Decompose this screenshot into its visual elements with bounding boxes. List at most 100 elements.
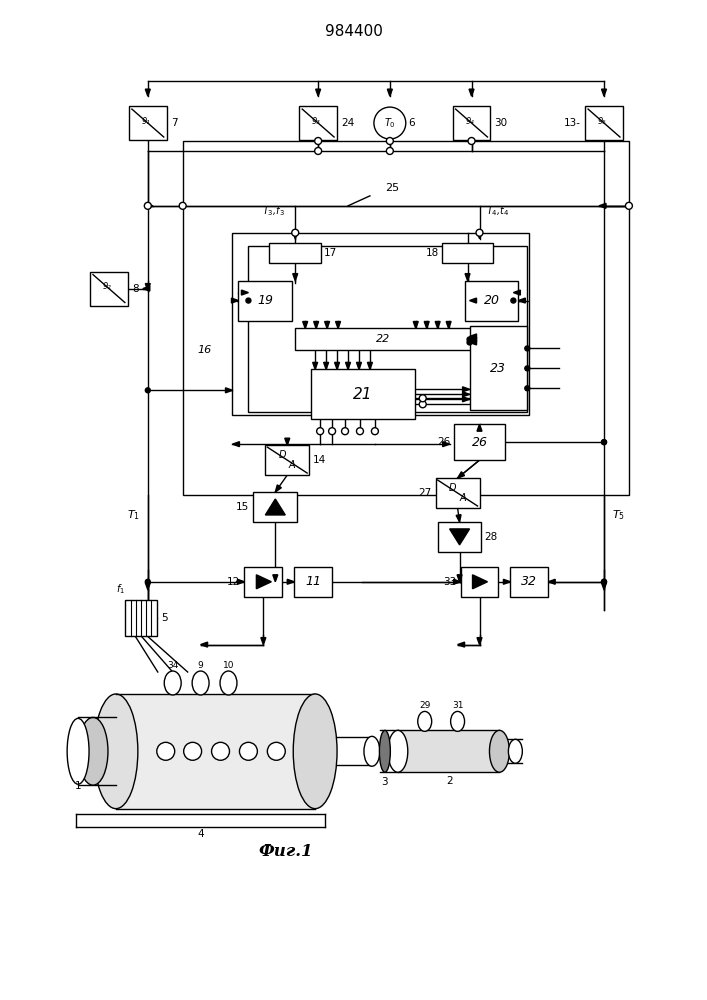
Circle shape — [211, 742, 230, 760]
Polygon shape — [477, 638, 482, 645]
Ellipse shape — [418, 711, 432, 731]
Text: 6: 6 — [408, 118, 414, 128]
Bar — [182, 141, 629, 206]
Polygon shape — [462, 392, 469, 397]
Circle shape — [525, 346, 530, 351]
Circle shape — [240, 742, 257, 760]
Circle shape — [419, 401, 426, 408]
Bar — [182, 206, 629, 495]
Polygon shape — [456, 515, 461, 522]
Circle shape — [467, 340, 472, 345]
Polygon shape — [287, 579, 294, 584]
Polygon shape — [602, 89, 607, 96]
Ellipse shape — [364, 736, 380, 766]
Polygon shape — [469, 334, 477, 339]
Text: $T_4$,$t_4$: $T_4$,$t_4$ — [486, 204, 510, 218]
Ellipse shape — [220, 671, 237, 695]
Polygon shape — [238, 579, 245, 584]
Polygon shape — [513, 290, 520, 295]
Polygon shape — [231, 298, 238, 303]
Polygon shape — [477, 232, 482, 239]
Bar — [296, 328, 472, 350]
Circle shape — [476, 229, 483, 236]
Polygon shape — [334, 362, 339, 369]
Polygon shape — [233, 442, 240, 447]
Text: 12: 12 — [227, 577, 240, 587]
Polygon shape — [312, 362, 317, 369]
Text: 1: 1 — [75, 781, 81, 791]
Polygon shape — [324, 362, 329, 369]
Bar — [464, 281, 518, 320]
Bar — [299, 106, 337, 140]
Polygon shape — [273, 575, 278, 582]
Bar — [116, 694, 315, 809]
Polygon shape — [457, 575, 462, 582]
Polygon shape — [261, 638, 266, 645]
Circle shape — [602, 440, 607, 445]
Text: 10: 10 — [223, 661, 234, 670]
Circle shape — [386, 138, 393, 144]
Text: 18: 18 — [426, 248, 438, 258]
Polygon shape — [469, 337, 477, 342]
Circle shape — [419, 395, 426, 402]
Circle shape — [315, 147, 322, 154]
Circle shape — [602, 579, 607, 584]
Bar — [90, 272, 128, 306]
Text: 9₃: 9₃ — [312, 117, 320, 126]
Circle shape — [267, 742, 285, 760]
Bar — [460, 567, 498, 597]
Ellipse shape — [388, 730, 408, 772]
Bar — [245, 567, 282, 597]
Text: $T_3$,$f_3$: $T_3$,$f_3$ — [262, 204, 285, 218]
Circle shape — [356, 428, 363, 435]
Polygon shape — [457, 472, 464, 478]
Circle shape — [511, 298, 516, 303]
Circle shape — [626, 202, 632, 209]
Bar — [311, 369, 415, 419]
Text: 29: 29 — [419, 701, 431, 710]
Text: 9₂: 9₂ — [103, 282, 111, 291]
Text: 25: 25 — [385, 183, 399, 193]
Text: A: A — [289, 460, 296, 470]
Text: 3: 3 — [382, 777, 388, 787]
Ellipse shape — [489, 730, 509, 772]
Polygon shape — [477, 424, 482, 431]
Polygon shape — [146, 203, 153, 208]
Bar — [469, 326, 527, 410]
Circle shape — [157, 742, 175, 760]
Polygon shape — [503, 579, 510, 584]
Text: 19: 19 — [257, 294, 274, 307]
Bar — [238, 281, 292, 320]
Bar — [510, 567, 548, 597]
Polygon shape — [285, 438, 290, 445]
Text: Фиг.1: Фиг.1 — [258, 843, 312, 860]
Text: $T_1$: $T_1$ — [127, 508, 140, 522]
Polygon shape — [454, 579, 460, 584]
Polygon shape — [602, 583, 607, 590]
Circle shape — [292, 229, 299, 236]
Bar — [125, 600, 157, 636]
Ellipse shape — [67, 718, 89, 784]
Polygon shape — [462, 387, 469, 392]
Bar — [436, 478, 479, 508]
Polygon shape — [462, 397, 469, 402]
Polygon shape — [242, 290, 248, 295]
Text: 9₁: 9₁ — [141, 117, 150, 126]
Circle shape — [179, 202, 186, 209]
Text: 30: 30 — [494, 118, 508, 128]
Circle shape — [146, 579, 151, 584]
Ellipse shape — [192, 671, 209, 695]
Polygon shape — [465, 274, 470, 281]
Ellipse shape — [164, 671, 181, 695]
Polygon shape — [275, 485, 281, 492]
Circle shape — [317, 428, 324, 435]
Polygon shape — [469, 340, 477, 345]
Polygon shape — [436, 321, 440, 328]
Circle shape — [602, 579, 607, 584]
Polygon shape — [548, 579, 555, 584]
Polygon shape — [472, 575, 487, 589]
Bar — [442, 243, 493, 263]
Ellipse shape — [94, 694, 138, 809]
Circle shape — [184, 742, 201, 760]
Bar — [269, 243, 321, 263]
